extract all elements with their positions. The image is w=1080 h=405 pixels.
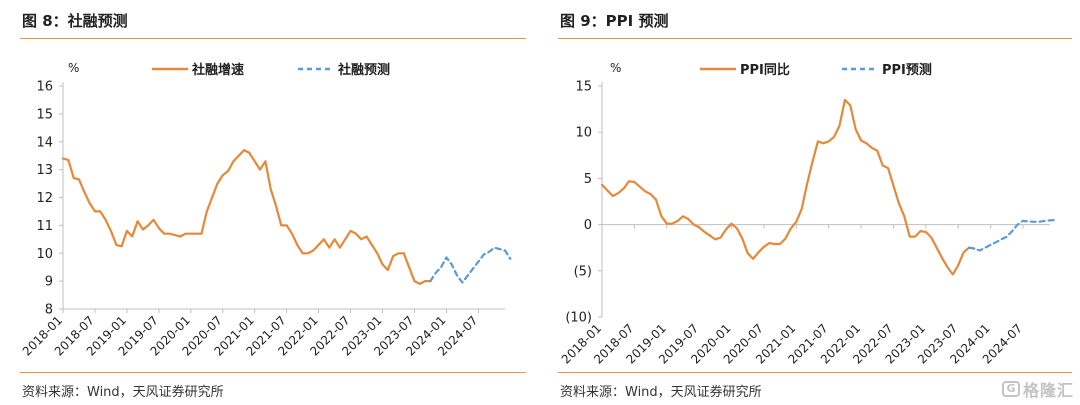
y-tick-label: 8	[45, 303, 53, 318]
y-tick-label: 5	[584, 172, 592, 187]
title-rule	[558, 38, 1072, 39]
chart-title: 图 8：社融预测	[22, 12, 128, 30]
y-tick-label: 14	[36, 135, 53, 150]
y-tick-label: 13	[36, 163, 53, 178]
title-rule	[20, 38, 526, 39]
ppi-chart: (10)(5)051015%2018-012018-072019-012019-…	[559, 61, 1057, 367]
source-note: 资料来源：Wind，天风证券研究所	[22, 385, 224, 400]
y-unit-label: %	[68, 61, 79, 75]
y-tick-label: 15	[36, 107, 53, 122]
g-logo-icon: G	[1001, 381, 1020, 397]
y-tick-label: 16	[36, 80, 53, 95]
social-financing-chart: 8910111213141516%2018-012018-072019-0120…	[20, 61, 512, 359]
forecast-series-line	[429, 246, 512, 284]
y-tick-label: 0	[584, 218, 592, 233]
y-tick-label: 12	[36, 191, 53, 206]
watermark-text: 格隆汇	[1022, 381, 1074, 400]
source-note: 资料来源：Wind，天风证券研究所	[560, 385, 762, 400]
figure-9-panel: 图 9：PPI 预测 (10) (5) 0 5 10 15% 2018-01 2018-07 2…	[550, 0, 1080, 405]
y-tick-label: 10	[575, 126, 592, 141]
source-rule	[558, 372, 1072, 373]
source-rule	[20, 372, 526, 373]
legend-label: PPI同比	[740, 62, 790, 78]
watermark: G 格隆汇	[1001, 377, 1074, 401]
figure-8-panel: 图 8：社融预测 8 9 10 11 12 13 14 15 16% 2018-01 2018-07…	[20, 12, 526, 400]
forecast-series-line	[967, 218, 1057, 252]
y-tick-label: (10)	[565, 311, 592, 326]
legend-label: PPI预测	[882, 62, 932, 78]
actual-series-line	[600, 98, 976, 276]
legend-label: 社融增速	[191, 62, 244, 78]
y-tick-label: 9	[45, 275, 53, 290]
y-tick-label: (5)	[574, 264, 592, 279]
actual-series-line	[61, 149, 432, 285]
legend-label: 社融预测	[337, 62, 390, 78]
y-tick-label: 11	[36, 219, 53, 234]
y-tick-label: 15	[575, 80, 592, 95]
y-unit-label: %	[610, 61, 621, 75]
y-tick-label: 10	[36, 247, 53, 262]
chart-title: 图 9：PPI 预测	[560, 12, 669, 30]
